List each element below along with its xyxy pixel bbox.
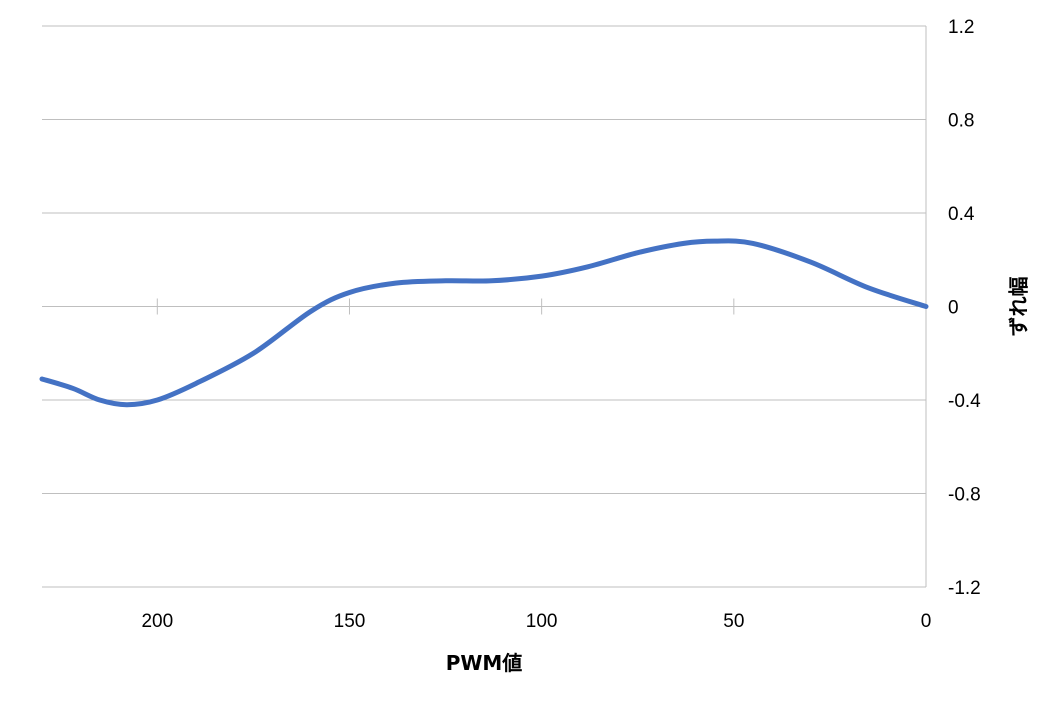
y-axis-title: ずれ幅 [1007, 277, 1031, 337]
x-axis-title: PWM値 [446, 651, 523, 675]
series-line [39, 238, 929, 408]
x-tick-label: 100 [526, 611, 558, 632]
x-tick-label: 0 [921, 611, 932, 632]
y-tick-label: -1.2 [948, 578, 981, 599]
y-tick-label: 1.2 [948, 17, 974, 38]
y-tick-label: -0.4 [948, 391, 981, 412]
y-tick-label: 0.8 [948, 111, 974, 132]
x-tick-label: 150 [334, 611, 366, 632]
y-tick-label: -0.8 [948, 485, 981, 506]
gridlines [42, 25, 926, 588]
x-tick-label: 50 [723, 611, 744, 632]
y-tick-labels: 1.2 0.8 0.4 0 -0.4 -0.8 -1.2 [948, 17, 981, 599]
x-tick-labels: 200 150 100 50 0 [141, 611, 931, 632]
x-tick-label: 200 [141, 611, 173, 632]
x-tick-marks [156, 298, 735, 315]
y-tick-label: 0 [948, 298, 959, 319]
y-tick-label: 0.4 [948, 204, 975, 225]
